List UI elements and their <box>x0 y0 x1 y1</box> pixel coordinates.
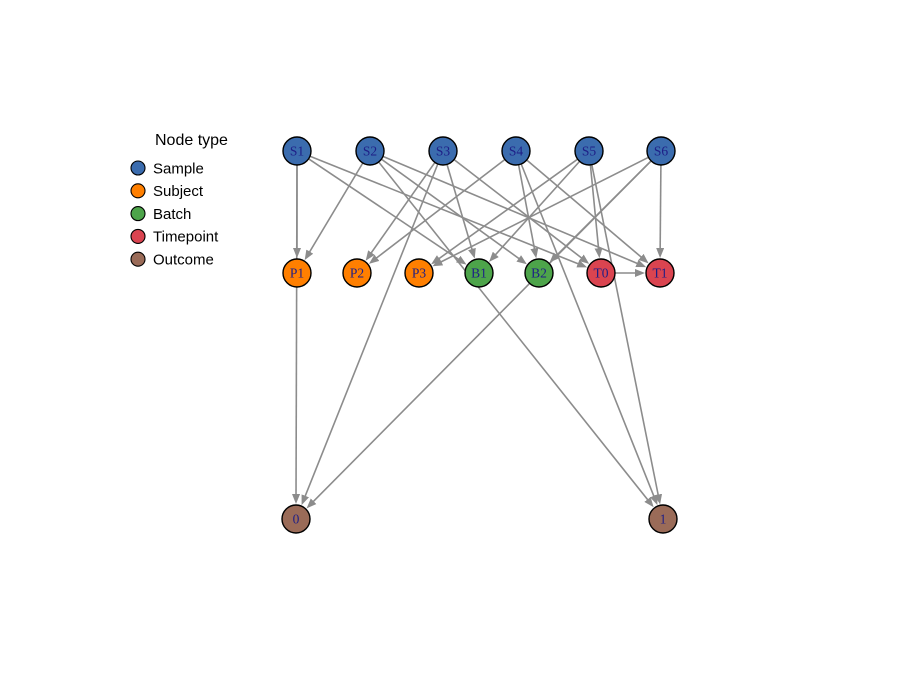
node-circle-p3 <box>404 258 434 288</box>
edge-S5-B1 <box>489 160 581 262</box>
node-s1: S1 <box>282 136 312 166</box>
legend-label-outcome: Outcome <box>153 252 214 269</box>
legend-dot-batch <box>130 206 146 222</box>
node-0: 0 <box>281 504 311 534</box>
node-circle-p2 <box>342 258 372 288</box>
node-label-t1: T1 <box>653 266 668 281</box>
legend: Node type Sample Subject Batch Timepoint Out… <box>130 132 228 269</box>
edge-S4-1 <box>520 163 658 506</box>
edge-S5-T0 <box>589 164 603 259</box>
edge-S3-0 <box>301 163 439 506</box>
legend-label-batch: Batch <box>153 206 191 223</box>
node-p2: P2 <box>342 258 372 288</box>
edge-S1-0 <box>292 164 301 504</box>
node-circle-b1 <box>464 258 494 288</box>
edge-S2-B2 <box>380 158 527 265</box>
node-label-p1: P1 <box>290 266 304 281</box>
node-label-b1: B1 <box>471 266 487 281</box>
node-circle-p1 <box>282 258 312 288</box>
node-p3: P3 <box>404 258 434 288</box>
node-circle-0 <box>281 504 311 534</box>
legend-dot-timepoint <box>130 228 146 244</box>
edge-S4-T1 <box>526 159 649 264</box>
edge-S3-T0 <box>453 158 590 264</box>
edge-S4-B2 <box>517 164 539 259</box>
node-p1: P1 <box>282 258 312 288</box>
node-label-s5: S5 <box>582 144 597 159</box>
node-circle-b2 <box>524 258 554 288</box>
node-label-s6: S6 <box>654 144 669 159</box>
node-circle-s3 <box>428 136 458 166</box>
edge-S4-P2 <box>368 158 506 264</box>
node-1: 1 <box>648 504 678 534</box>
legend-label-sample: Sample <box>153 160 204 177</box>
node-b1: B1 <box>464 258 494 288</box>
node-circle-s5 <box>574 136 604 166</box>
node-t0: T0 <box>586 258 616 288</box>
node-label-0: 0 <box>293 512 300 527</box>
edge-S5-1 <box>591 164 663 505</box>
edge-S2-1 <box>378 161 654 508</box>
edge-S2-P1 <box>304 162 364 261</box>
node-label-s1: S1 <box>290 144 304 159</box>
legend-title: Node type <box>155 132 228 149</box>
node-b2: B2 <box>524 258 554 288</box>
node-circle-s4 <box>501 136 531 166</box>
node-circle-t0 <box>586 258 616 288</box>
node-label-p3: P3 <box>412 266 427 281</box>
node-circle-1 <box>648 504 678 534</box>
legend-dot-subject <box>130 183 146 199</box>
edge-S5-P3 <box>431 158 579 265</box>
node-label-s4: S4 <box>509 144 524 159</box>
edge-S1-B1 <box>308 158 467 265</box>
node-s5: S5 <box>574 136 604 166</box>
node-label-t0: T0 <box>594 266 609 281</box>
legend-label-timepoint: Timepoint <box>153 229 219 246</box>
node-circle-s1 <box>282 136 312 166</box>
edge-S3-P2 <box>365 161 436 261</box>
edge-S3-B1 <box>446 164 476 259</box>
edge-S1-T0 <box>309 155 588 268</box>
node-circle-t1 <box>645 258 675 288</box>
node-s6: S6 <box>646 136 676 166</box>
node-circle-s2 <box>355 136 385 166</box>
edge-S2-T1 <box>382 155 647 268</box>
node-t1: T1 <box>645 258 675 288</box>
node-label-s3: S3 <box>436 144 451 159</box>
node-label-1: 1 <box>660 512 667 527</box>
edge-S6-T1 <box>656 164 665 258</box>
legend-dot-outcome <box>130 251 146 267</box>
edge-S6-0 <box>306 160 652 509</box>
node-s3: S3 <box>428 136 458 166</box>
node-label-b2: B2 <box>531 266 547 281</box>
edges-layer <box>292 155 665 509</box>
legend-dot-sample <box>130 160 146 176</box>
node-circle-s6 <box>646 136 676 166</box>
nodes-layer: S1 S2 S3 S4 S5 S6 P1 P2 P3 B1 B2 T0 T1 0 1 <box>281 136 678 534</box>
node-label-p2: P2 <box>350 266 364 281</box>
node-label-s2: S2 <box>363 144 377 159</box>
node-s4: S4 <box>501 136 531 166</box>
node-s2: S2 <box>355 136 385 166</box>
legend-label-subject: Subject <box>153 183 204 200</box>
